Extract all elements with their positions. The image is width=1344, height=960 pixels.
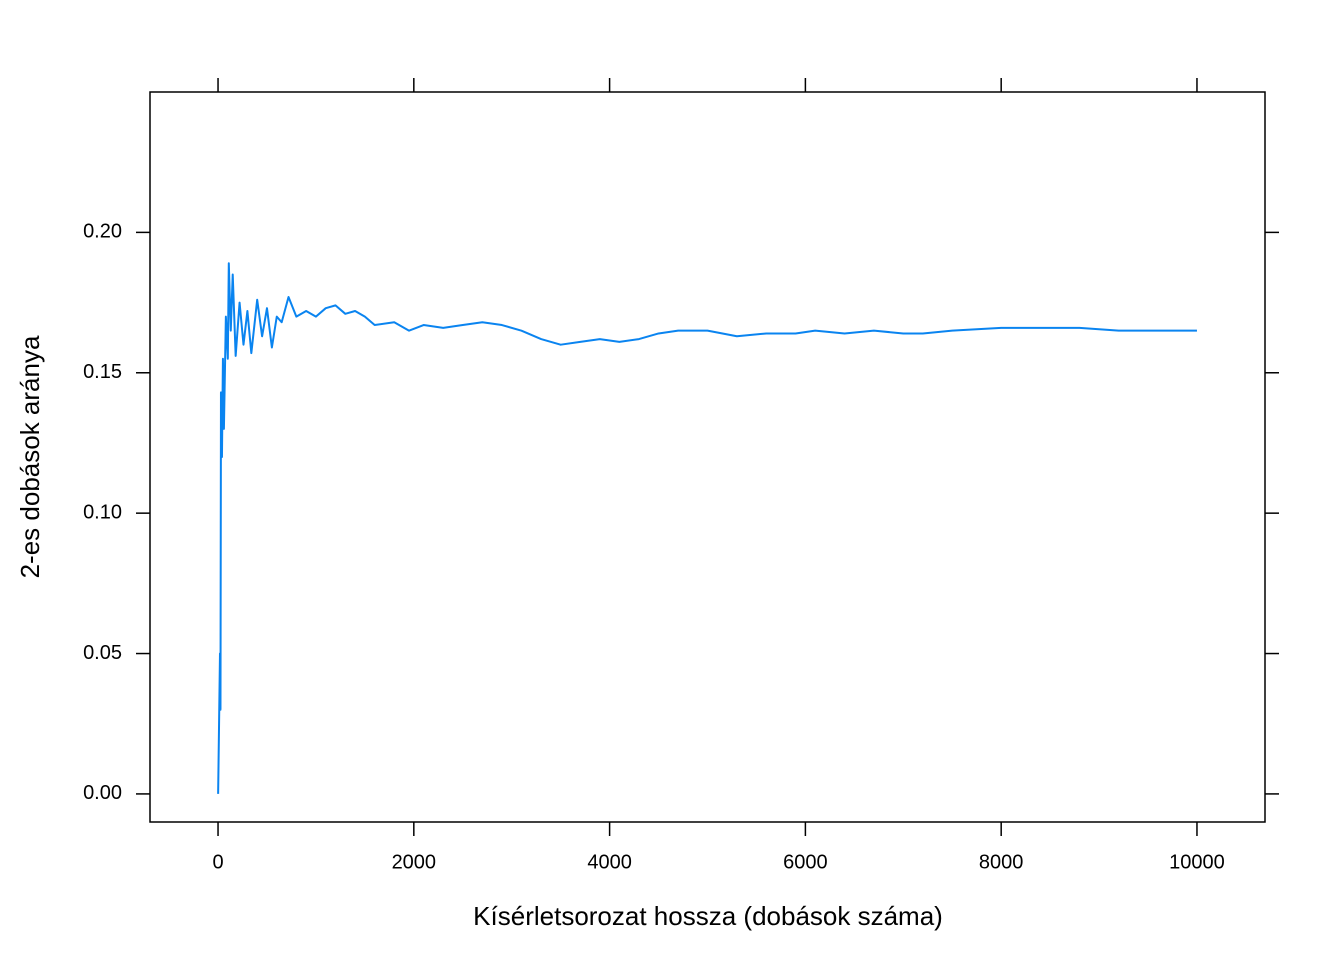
x-tick-label: 0 <box>212 851 223 873</box>
y-tick-label: 0.15 <box>83 361 122 383</box>
data-line <box>217 262 1197 794</box>
y-tick-label: 0.20 <box>83 221 122 243</box>
x-axis-label: Kísérletsorozat hossza (dobások száma) <box>473 901 943 931</box>
y-tick-label: 0.00 <box>83 782 122 804</box>
y-tick-label: 0.10 <box>83 501 122 523</box>
x-tick-label: 4000 <box>587 851 632 873</box>
x-tick-label: 10000 <box>1169 851 1225 873</box>
y-tick-label: 0.05 <box>83 642 122 664</box>
x-tick-label: 8000 <box>979 851 1024 873</box>
plot-frame <box>149 91 1266 823</box>
x-tick-label: 2000 <box>392 851 437 873</box>
y-axis-label: 2-es dobások aránya <box>15 335 45 578</box>
x-tick-label: 6000 <box>783 851 828 873</box>
